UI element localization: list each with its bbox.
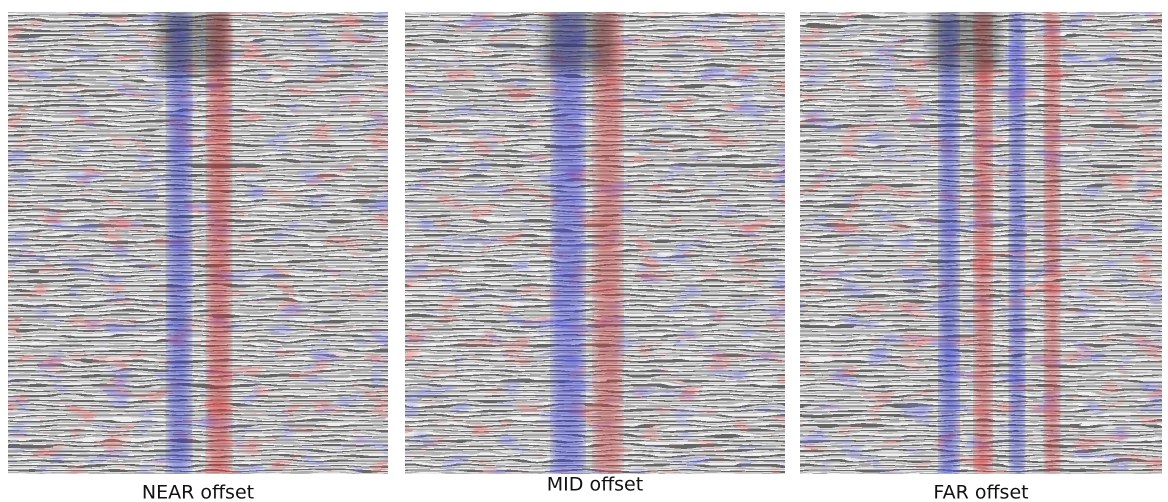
vertical-band (1010, 12, 1024, 474)
vertical-band (1045, 12, 1059, 474)
dark-zone (158, 12, 228, 72)
seismic-panel (800, 12, 1162, 474)
vertical-band (168, 12, 190, 474)
panel-label: NEAR offset (142, 482, 254, 502)
vertical-band (940, 12, 958, 474)
vertical-band (553, 12, 583, 474)
panel-label: MID offset (547, 474, 643, 496)
dark-zone (543, 12, 613, 72)
vertical-band (595, 12, 621, 474)
vertical-band (208, 12, 230, 474)
blue-anomalies (8, 12, 388, 474)
panel-label: FAR offset (933, 482, 1028, 502)
seismic-panel (8, 12, 388, 474)
vertical-band (975, 12, 991, 474)
seismic-panel (405, 12, 785, 474)
dark-zone (930, 12, 1000, 72)
